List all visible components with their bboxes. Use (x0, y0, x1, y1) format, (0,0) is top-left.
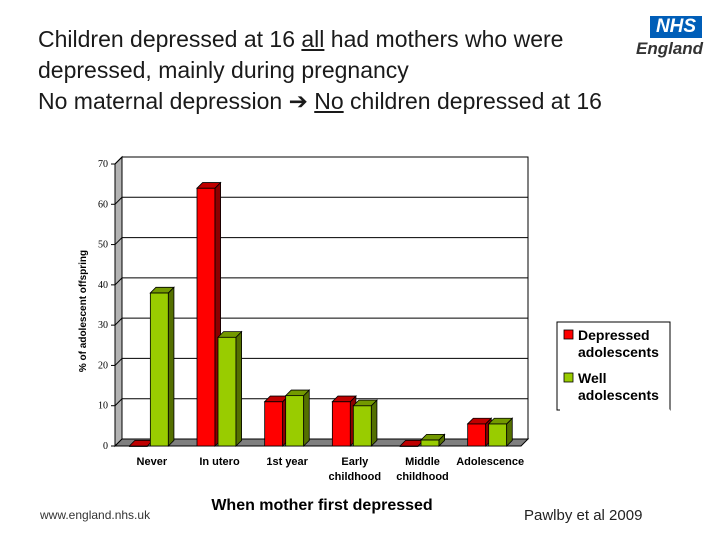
bar-well (352, 405, 372, 447)
bar-side (235, 330, 243, 447)
bar-top (352, 399, 378, 407)
legend-label: adolescents (578, 344, 659, 360)
nhs-england-logo: NHS England (636, 16, 704, 64)
y-tick-label: 50 (98, 240, 108, 251)
x-tick-label: In utero (199, 456, 240, 468)
heading-text: Children depressed at 16 (38, 26, 302, 52)
heading-underlined-word: No (314, 88, 344, 114)
heading-text: had mothers who were (324, 26, 564, 52)
y-tick-label: 20 (98, 360, 108, 371)
citation: Pawlby et al 2009 (524, 507, 643, 524)
y-tick-label: 10 (98, 401, 108, 412)
nhs-logo-box (650, 16, 702, 38)
legend-label: Depressed (578, 327, 650, 343)
y-tick-label: 70 (98, 159, 108, 170)
bar-well (149, 292, 169, 447)
heading-text: children depressed at 16 (343, 88, 602, 114)
bar-top (331, 395, 357, 403)
nhs-logo-subtext: England (636, 39, 704, 58)
footer-url: www.england.nhs.uk (40, 508, 151, 522)
plot-area (121, 156, 529, 440)
bar-well (217, 336, 237, 447)
bar-depressed (467, 423, 487, 447)
heading-text: No maternal depression (38, 88, 289, 114)
gridline (114, 317, 123, 326)
nhs-logo-text: NHS (655, 16, 697, 37)
y-tick-label: 0 (103, 441, 108, 452)
bar-side (303, 389, 310, 447)
plot-floor (113, 438, 530, 447)
bar-side (370, 399, 378, 447)
bar-well (285, 395, 305, 447)
x-tick-label: Early (341, 456, 369, 468)
slide-heading: Children depressed at 16 all had mothers… (38, 24, 698, 117)
y-tick-label: 60 (98, 199, 108, 210)
bar-top (217, 331, 243, 338)
legend-swatch (563, 372, 574, 383)
x-tick-label: Adolescence (456, 456, 524, 468)
heading-line-3: No maternal depression ➔ No children dep… (38, 86, 698, 117)
bar-well (488, 423, 508, 447)
gridline (114, 156, 123, 165)
gridline (114, 196, 123, 205)
x-tick-label: childhood (396, 471, 449, 483)
gridline (114, 398, 123, 407)
bar-side (167, 286, 175, 447)
bar-top (196, 182, 222, 189)
legend-box (556, 321, 671, 411)
legend-label: Well (578, 370, 607, 386)
bar-top (420, 433, 446, 441)
legend-swatch (563, 329, 574, 340)
arrow-right-icon: ➔ (288, 88, 308, 114)
bar-top (487, 417, 514, 425)
gridline (114, 277, 123, 286)
legend-label: adolescents (578, 387, 659, 403)
x-tick-label: Middle (405, 456, 440, 468)
heading-line-2: depressed, mainly during pregnancy (38, 57, 409, 83)
bar-well (420, 439, 440, 447)
x-tick-label: childhood (329, 471, 382, 483)
bar-depressed (196, 187, 216, 447)
gridline (114, 237, 123, 245)
y-axis-title: % of adolescent offspring (78, 250, 89, 372)
heading-underlined-word: all (301, 26, 325, 52)
y-tick-label: 40 (98, 280, 108, 291)
bar-top (284, 389, 311, 397)
x-tick-label: 1st year (266, 456, 308, 468)
bar-top (149, 286, 175, 294)
x-axis-title: When mother first depressed (211, 497, 432, 514)
x-tick-label: Never (137, 456, 168, 468)
bar-depressed (264, 401, 284, 447)
y-tick-label: 30 (98, 320, 108, 331)
heading-line-1: Children depressed at 16 all had mothers… (38, 24, 698, 55)
bar-top (466, 417, 493, 425)
gridline (114, 358, 123, 366)
bar-depressed (331, 401, 351, 447)
